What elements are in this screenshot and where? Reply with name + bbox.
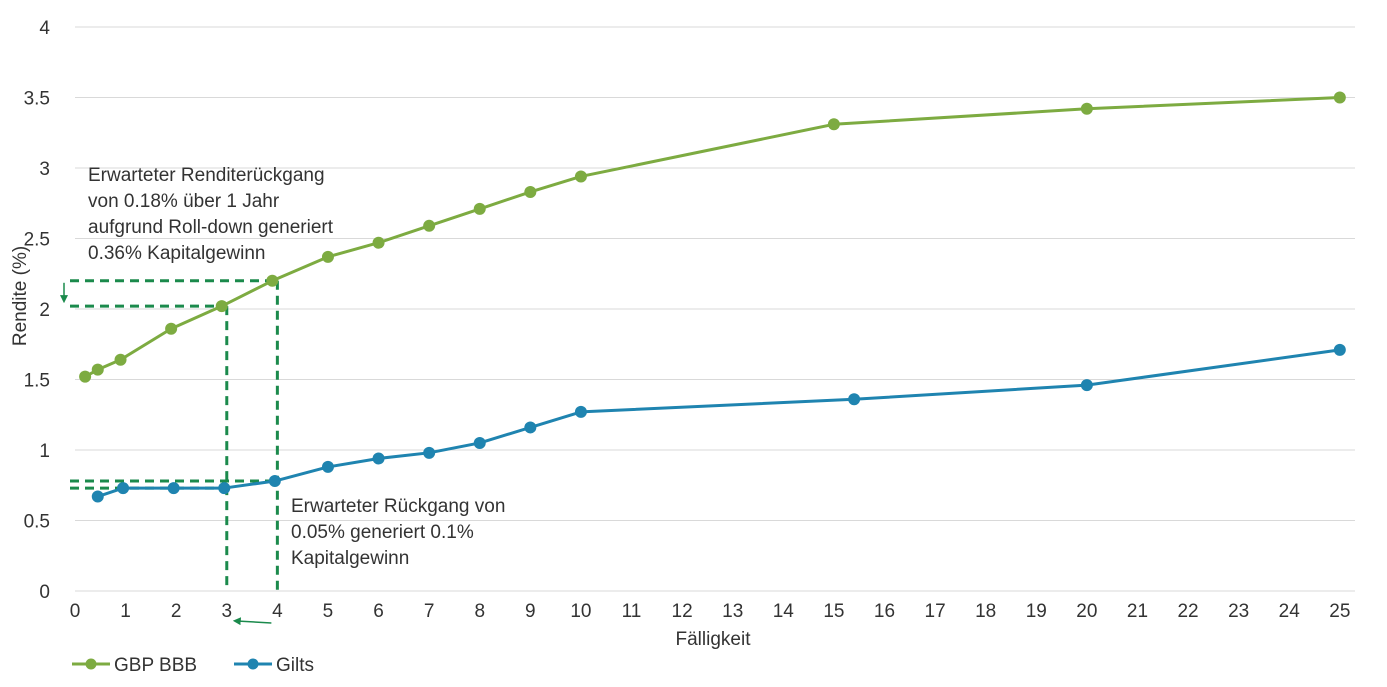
y-tick-label: 0.5 (24, 512, 50, 533)
x-tick-label: 2 (171, 601, 182, 622)
data-point-gilts (372, 452, 385, 465)
annotations: Erwarteter Renditerückgang von 0.18% über… (88, 165, 505, 569)
y-tick-label: 2.5 (24, 230, 50, 251)
legend-marker-gbp-bbb (85, 658, 97, 670)
x-tick-label: 20 (1076, 601, 1097, 622)
y-tick-label: 1.5 (24, 371, 50, 392)
data-point-gilts (268, 475, 281, 488)
roll-down-guides (60, 279, 279, 626)
x-tick-label: 17 (925, 601, 946, 622)
x-tick-label: 18 (975, 601, 996, 622)
y-tick-label: 0 (39, 582, 50, 603)
data-point-gilts (848, 393, 861, 406)
annotation-line: Erwarteter Rückgang von (291, 496, 505, 517)
x-tick-label: 16 (874, 601, 895, 622)
data-point-gbp-bbb (1333, 91, 1346, 104)
x-tick-label: 12 (672, 601, 693, 622)
x-tick-label: 9 (525, 601, 536, 622)
annotation-line: Kapitalgewinn (291, 548, 409, 569)
x-tick-label: 6 (373, 601, 384, 622)
legend-marker-gilts (247, 658, 259, 670)
y-tick-label: 3.5 (24, 89, 50, 110)
data-point-gilts (117, 482, 130, 495)
annotation-line: aufgrund Roll-down generiert (88, 217, 334, 238)
x-axis: 0 1 2 3 4 5 6 7 8 9 10 11 12 13 14 15 16 17 18 19 20 21 22 23 24… (70, 601, 1351, 622)
data-point-gbp-bbb (473, 202, 486, 215)
x-tick-label: 3 (221, 601, 232, 622)
data-point-gbp-bbb (165, 322, 178, 335)
annotation-line: von 0.18% über 1 Jahr (88, 191, 280, 212)
x-tick-label: 7 (424, 601, 435, 622)
x-tick-label: 13 (722, 601, 743, 622)
annotation-bbb: Erwarteter Renditerückgang von 0.18% über… (88, 165, 334, 264)
legend-label-gbp-bbb: GBP BBB (114, 655, 197, 676)
x-tick-label: 22 (1177, 601, 1198, 622)
data-point-gilts (91, 490, 104, 503)
y-tick-label: 1 (39, 441, 50, 462)
x-tick-label: 4 (272, 601, 283, 622)
y-axis-title: Rendite (%) (10, 246, 31, 346)
data-point-gbp-bbb (372, 236, 385, 249)
data-point-gbp-bbb (91, 363, 104, 376)
data-point-gbp-bbb (321, 250, 334, 263)
data-point-gilts (574, 405, 587, 418)
x-tick-label: 14 (773, 601, 795, 622)
data-point-gbp-bbb (215, 300, 228, 313)
data-point-gbp-bbb (423, 219, 436, 232)
data-point-gilts (321, 460, 334, 473)
maturity-roll-arrow (232, 617, 272, 626)
data-point-gilts (1333, 343, 1346, 356)
annotation-line: 0.36% Kapitalgewinn (88, 243, 265, 264)
data-point-gilts (473, 436, 486, 449)
data-point-gilts (167, 482, 180, 495)
x-tick-label: 25 (1329, 601, 1350, 622)
x-tick-label: 10 (570, 601, 591, 622)
y-tick-label: 4 (39, 18, 50, 39)
legend: GBP BBB Gilts (72, 655, 314, 676)
x-axis-title: Fälligkeit (676, 629, 752, 650)
data-point-gilts (524, 421, 537, 434)
x-tick-label: 0 (70, 601, 81, 622)
x-tick-label: 1 (120, 601, 131, 622)
x-tick-label: 21 (1127, 601, 1148, 622)
annotation-gilts: Erwarteter Rückgang von 0.05% generiert 0… (291, 496, 505, 569)
x-tick-label: 23 (1228, 601, 1249, 622)
x-tick-label: 15 (823, 601, 844, 622)
y-tick-label: 2 (39, 300, 50, 321)
data-point-gbp-bbb (1080, 102, 1093, 115)
x-tick-label: 24 (1279, 601, 1301, 622)
y-axis: 0 0.5 1 1.5 2 2.5 3 3.5 4 (24, 18, 51, 603)
legend-label-gilts: Gilts (276, 655, 314, 676)
x-tick-label: 5 (323, 601, 334, 622)
annotation-line: 0.05% generiert 0.1% (291, 522, 474, 543)
data-point-gbp-bbb (79, 370, 92, 383)
x-tick-label: 11 (622, 601, 642, 622)
data-point-gbp-bbb (574, 170, 587, 183)
gridlines (75, 26, 1355, 592)
annotation-line: Erwarteter Renditerückgang (88, 165, 325, 186)
x-tick-label: 19 (1026, 601, 1047, 622)
series-line-gilts (97, 348, 1341, 498)
data-point-gbp-bbb (827, 118, 840, 131)
data-point-gbp-bbb (114, 353, 127, 366)
data-point-gbp-bbb (266, 274, 279, 287)
legend-item-gilts: Gilts (234, 655, 314, 676)
x-tick-label: 8 (474, 601, 485, 622)
y-tick-label: 3 (39, 159, 50, 180)
legend-item-gbp-bbb: GBP BBB (72, 655, 197, 676)
series (79, 91, 1346, 503)
data-point-gilts (218, 482, 231, 495)
data-point-gilts (423, 446, 436, 459)
data-point-gilts (1080, 379, 1093, 392)
data-point-gbp-bbb (524, 185, 537, 198)
